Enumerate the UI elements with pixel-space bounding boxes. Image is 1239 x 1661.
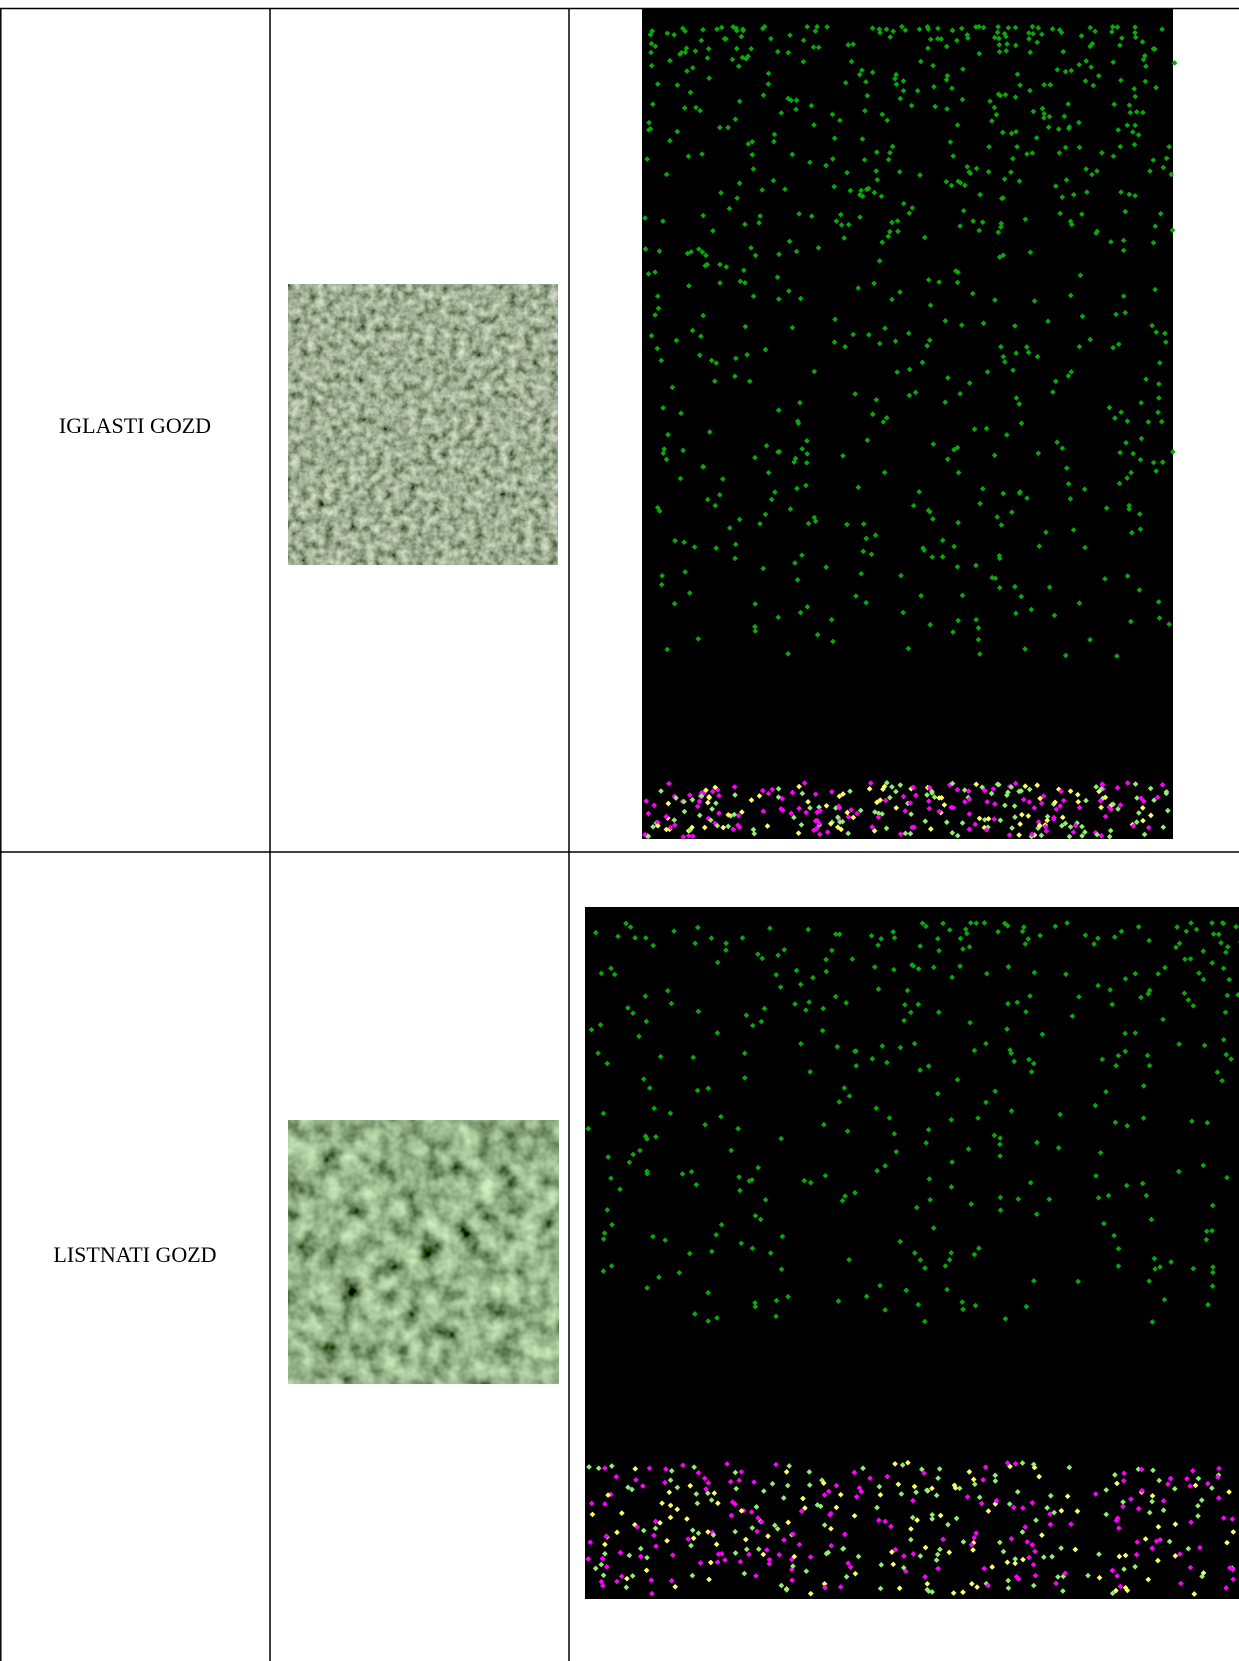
- row-label: LISTNATI GOZD: [53, 1242, 216, 1267]
- aerial-image: [288, 284, 558, 565]
- point-cloud: [642, 8, 1173, 839]
- row-label: IGLASTI GOZD: [59, 413, 211, 438]
- page: IGLASTI GOZD LISTNATI GOZD (() => { cons…: [0, 0, 1239, 1661]
- aerial-image: [288, 1120, 559, 1384]
- document: IGLASTI GOZD LISTNATI GOZD: [0, 0, 1239, 1661]
